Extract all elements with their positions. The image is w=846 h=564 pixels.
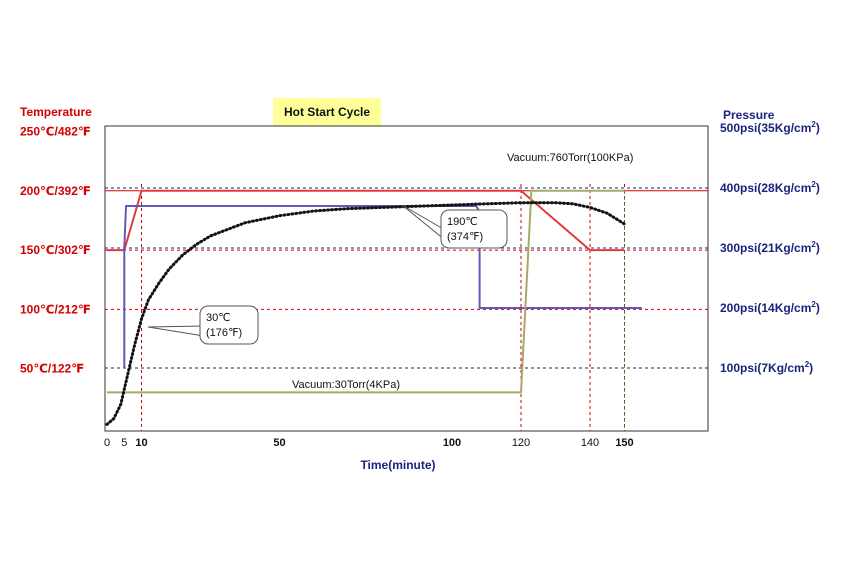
callout-190-box [440, 209, 508, 249]
left-tick-150: 150℃/302℉ [20, 243, 91, 257]
left-tick-250: 250℃/482℉ [20, 125, 91, 139]
chart-title: Hot Start Cycle [284, 105, 370, 119]
series-pressure [123, 205, 642, 368]
right-axis-title: Pressure [723, 108, 775, 122]
x-tick-100: 100 [443, 437, 461, 449]
x-tick-10: 10 [135, 437, 147, 449]
x-tick-150: 150 [615, 437, 633, 449]
annotations: Vacuum:760Torr(100KPa) Vacuum:30Torr(4KPa… [147, 152, 633, 391]
callout-30-line-1: (176℉) [206, 327, 242, 339]
x-tick-120: 120 [512, 437, 530, 449]
x-axis-title: Time(minute) [360, 458, 435, 472]
title-background [273, 98, 381, 126]
series-lines [105, 189, 642, 426]
left-tick-50: 50℃/122℉ [20, 362, 84, 376]
x-tick-140: 140 [581, 437, 599, 449]
right-tick-300: 300psi(21Kg/cm2) [720, 240, 820, 255]
left-axis-title: Temperature [20, 105, 92, 119]
x-tick-50: 50 [273, 437, 285, 449]
callout-30-line-0: 30℃ [206, 312, 231, 324]
plot-frame [104, 125, 709, 432]
callout-190-line-1: (374℉) [447, 231, 483, 243]
x-tick-5: 5 [121, 437, 127, 449]
x-tick-0: 0 [104, 437, 110, 449]
callout-190-line-0: 190℃ [447, 216, 478, 228]
left-tick-100: 100℃/212℉ [20, 302, 91, 316]
series-part_temperature [105, 201, 626, 426]
series-vacuum [107, 189, 625, 394]
vacuum-low-label: Vacuum:30Torr(4KPa) [292, 379, 400, 391]
right-tick-100: 100psi(7Kg/cm2) [720, 360, 813, 375]
right-tick-500: 500psi(35Kg/cm2) [720, 120, 820, 135]
right-tick-200: 200psi(14Kg/cm2) [720, 300, 820, 315]
callout-30-pointer [147, 325, 205, 337]
callout-30-box [199, 305, 259, 345]
series-set_temperature [107, 189, 625, 252]
right-tick-400: 400psi(28Kg/cm2) [720, 180, 820, 195]
callout-190-pointer [401, 204, 446, 241]
left-tick-200: 200℃/392℉ [20, 184, 91, 198]
tick-labels: 250℃/482℉ 200℃/392℉ 150℃/302℉ 100℃/212℉ 50℃/… [20, 120, 820, 449]
vacuum-high-label: Vacuum:760Torr(100KPa) [507, 152, 633, 164]
